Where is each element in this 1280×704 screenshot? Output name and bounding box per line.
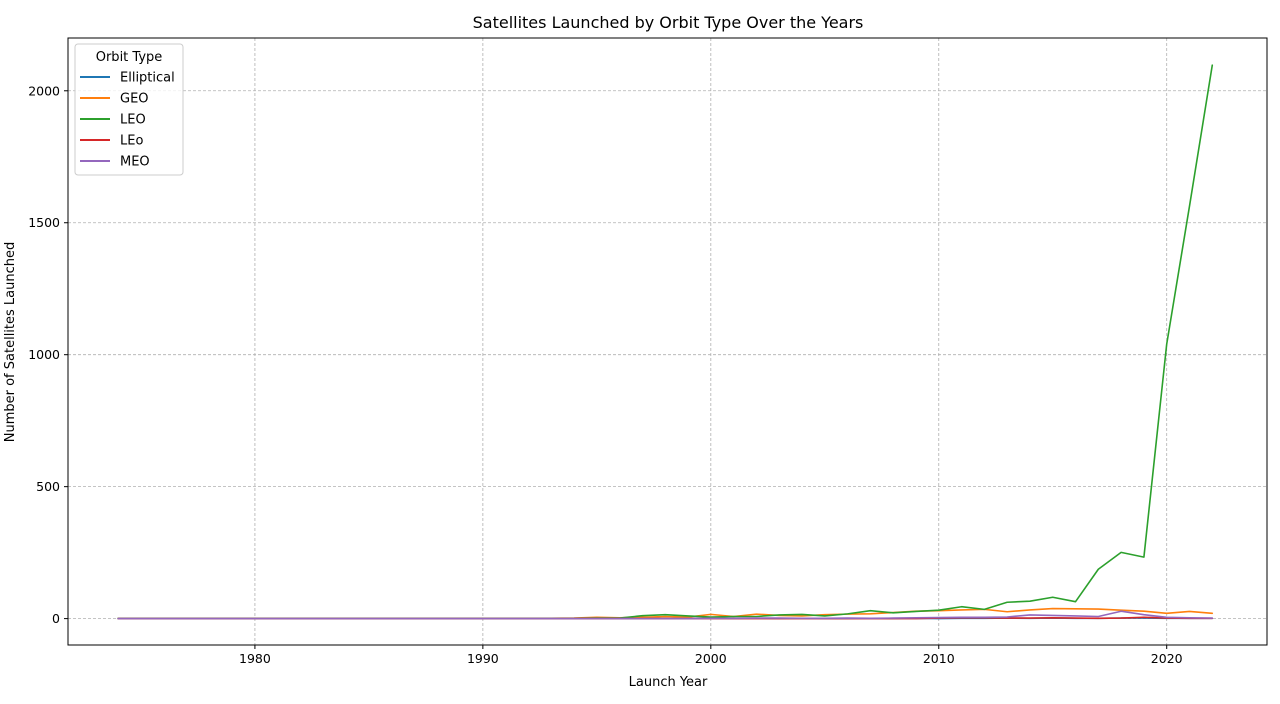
legend-title: Orbit Type bbox=[96, 50, 163, 65]
x-axis-ticks: 1980 1990 2000 2010 2020 bbox=[239, 645, 1183, 666]
legend-label: LEO bbox=[120, 113, 146, 128]
grid bbox=[68, 38, 1267, 645]
y-tick-label: 1500 bbox=[28, 215, 60, 230]
legend-label: GEO bbox=[120, 92, 149, 107]
series-line-meo bbox=[117, 610, 1214, 620]
y-axis-label: Number of Satellites Launched bbox=[3, 242, 18, 443]
legend-item-geo: GEO bbox=[80, 92, 149, 107]
legend-item-elliptical: Elliptical bbox=[80, 71, 175, 86]
legend-item-meo: MEO bbox=[80, 155, 150, 170]
x-tick-label: 1980 bbox=[239, 651, 271, 666]
legend-label: MEO bbox=[120, 155, 150, 170]
y-tick-label: 500 bbox=[36, 479, 60, 494]
legend-item-leo: LEO bbox=[80, 113, 146, 128]
legend-item-leo: LEo bbox=[80, 134, 143, 149]
chart-title: Satellites Launched by Orbit Type Over t… bbox=[473, 13, 864, 32]
y-axis-ticks: 0 500 1000 1500 2000 bbox=[28, 83, 68, 626]
y-tick-label: 1000 bbox=[28, 347, 60, 362]
x-tick-label: 2010 bbox=[923, 651, 955, 666]
x-tick-label: 1990 bbox=[467, 651, 499, 666]
legend-label: LEo bbox=[120, 134, 143, 149]
y-tick-label: 0 bbox=[52, 611, 60, 626]
y-tick-label: 2000 bbox=[28, 83, 60, 98]
x-axis-label: Launch Year bbox=[629, 675, 708, 690]
legend-items: Elliptical GEO LEO LEo MEO bbox=[80, 71, 175, 170]
legend-label: Elliptical bbox=[120, 71, 175, 86]
x-tick-label: 2020 bbox=[1151, 651, 1183, 666]
series-lines bbox=[117, 64, 1214, 620]
x-tick-label: 2000 bbox=[695, 651, 727, 666]
plot-frame bbox=[67, 37, 1268, 646]
legend: Orbit Type Elliptical GEO LEO LEo MEO bbox=[74, 43, 184, 176]
